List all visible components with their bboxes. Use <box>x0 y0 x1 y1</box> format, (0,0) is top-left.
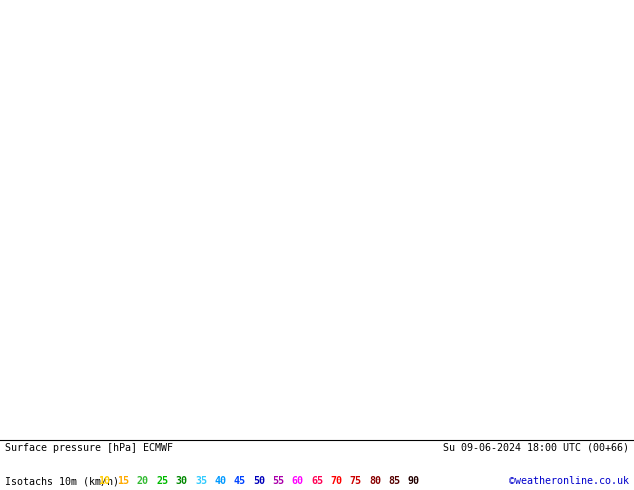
Text: 80: 80 <box>369 476 381 486</box>
Text: 65: 65 <box>311 476 323 486</box>
Text: 40: 40 <box>214 476 226 486</box>
Text: 55: 55 <box>273 476 284 486</box>
Text: 75: 75 <box>350 476 361 486</box>
Text: 70: 70 <box>330 476 342 486</box>
Text: 85: 85 <box>388 476 400 486</box>
Text: 30: 30 <box>176 476 188 486</box>
Text: Surface pressure [hPa] ECMWF: Surface pressure [hPa] ECMWF <box>5 442 173 452</box>
Text: Isotachs 10m (km/h): Isotachs 10m (km/h) <box>5 476 119 486</box>
Text: 35: 35 <box>195 476 207 486</box>
Text: ©weatheronline.co.uk: ©weatheronline.co.uk <box>509 476 629 486</box>
Text: 60: 60 <box>292 476 304 486</box>
Text: 10: 10 <box>98 476 110 486</box>
Text: Su 09-06-2024 18:00 UTC (00+66): Su 09-06-2024 18:00 UTC (00+66) <box>443 442 629 452</box>
Text: 20: 20 <box>137 476 149 486</box>
Text: 45: 45 <box>233 476 245 486</box>
Text: 50: 50 <box>253 476 265 486</box>
Text: 15: 15 <box>118 476 129 486</box>
Text: 90: 90 <box>408 476 420 486</box>
Text: 25: 25 <box>156 476 168 486</box>
